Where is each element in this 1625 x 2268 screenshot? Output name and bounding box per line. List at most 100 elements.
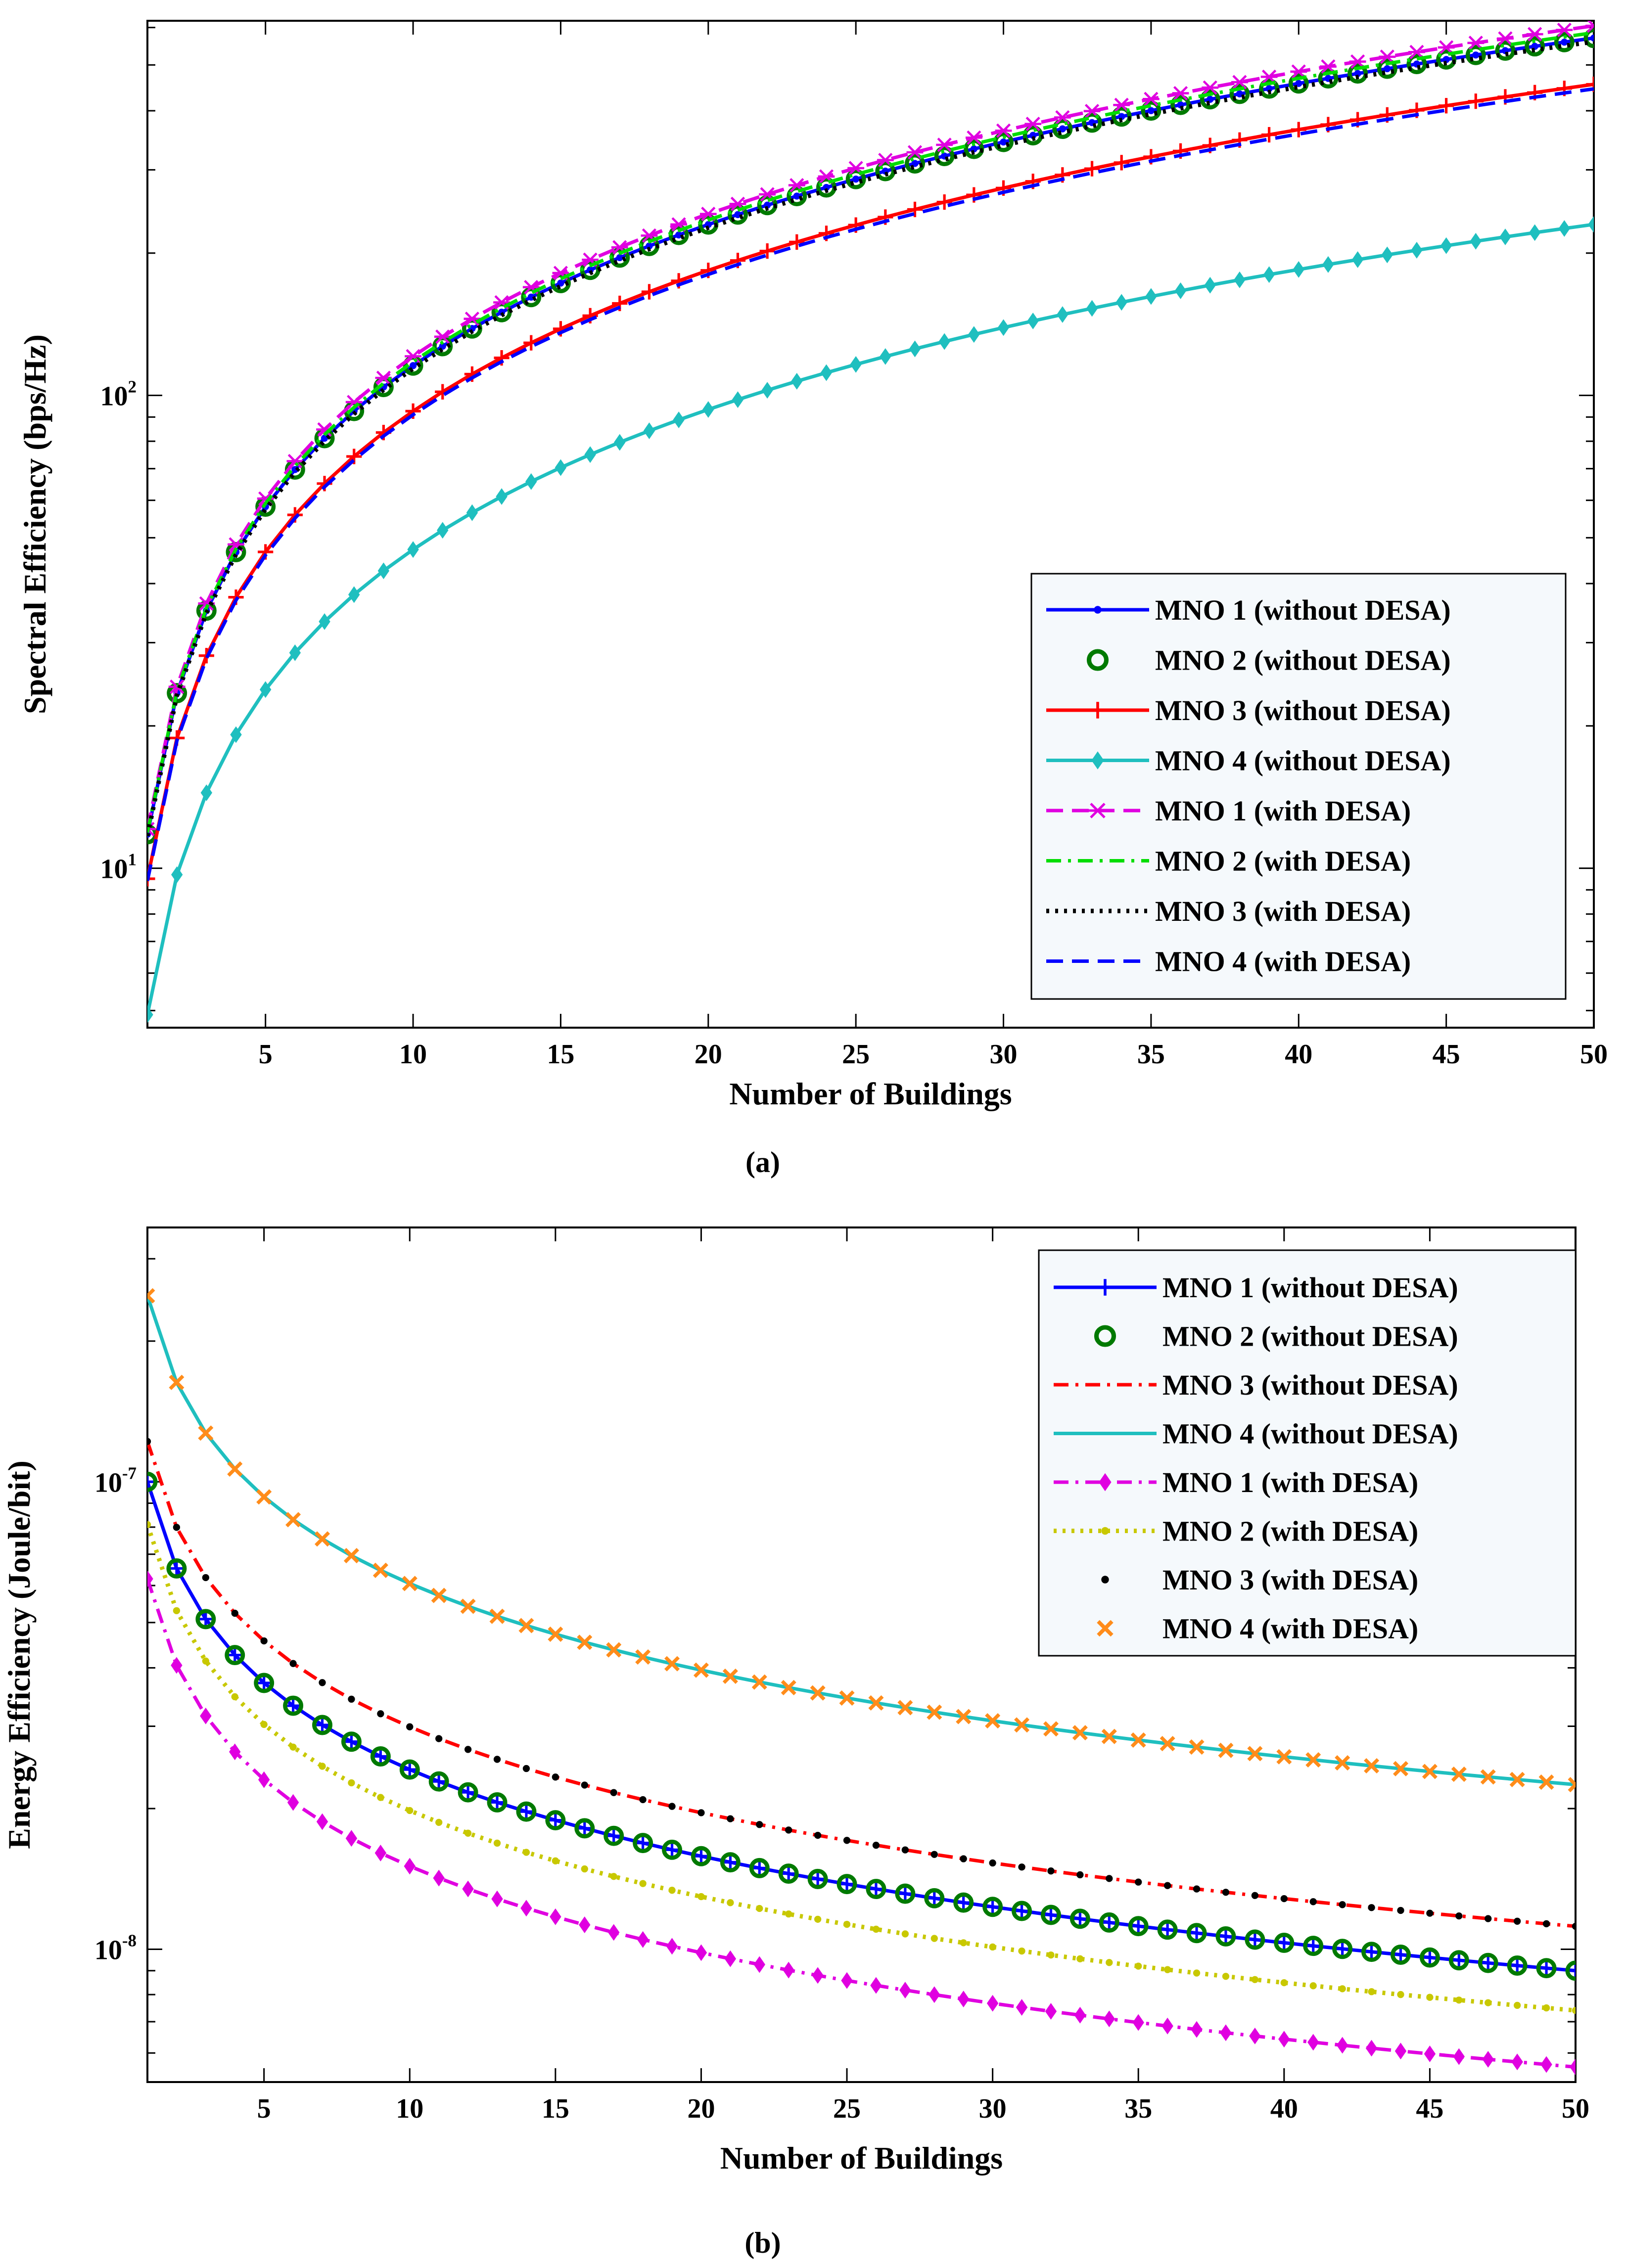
legend-marker-b-mno-1-with-desa — [1099, 1473, 1112, 1492]
data-point-b-mno-2-with-desa-21 — [727, 1899, 734, 1906]
y-axis-label-b: Energy Efficiency (Joule/bit) — [1, 1460, 37, 1849]
data-point-a-mno-2-without-desa-2 — [167, 683, 187, 704]
data-point-b-mno-3-with-desa-16 — [581, 1781, 588, 1789]
y-tick-label-b--8: 10-8 — [94, 1931, 137, 1966]
data-point-a-mno-3-without-desa-45 — [1439, 98, 1454, 114]
data-point-a-mno-3-without-desa-33 — [1084, 161, 1100, 177]
data-point-a-mno-4-without-desa-31 — [1027, 313, 1039, 329]
data-point-a-mno-3-without-desa-28 — [936, 194, 952, 210]
data-point-a-mno-3-without-desa-34 — [1114, 155, 1129, 171]
data-point-b-mno-2-with-desa-12 — [464, 1829, 472, 1837]
data-point-b-mno-2-with-desa-27 — [901, 1930, 909, 1938]
data-point-b-mno-2-with-desa-17 — [610, 1873, 617, 1880]
data-point-b-mno-2-without-desa-29 — [953, 1892, 974, 1913]
data-point-b-mno-1-with-desa-11 — [433, 1869, 445, 1887]
data-point-b-mno-4-with-desa-35 — [1130, 1732, 1146, 1748]
data-point-b-mno-1-with-desa-19 — [666, 1938, 678, 1955]
series-b-mno-3-with-desa — [147, 1438, 1576, 1930]
data-point-b-mno-2-with-desa-19 — [668, 1887, 676, 1894]
data-point-a-mno-4-without-desa-41 — [1322, 256, 1334, 273]
data-point-b-mno-3-with-desa-45 — [1426, 1909, 1434, 1917]
data-point-b-mno-2-without-desa-11 — [428, 1771, 449, 1792]
data-point-a-mno-2-without-desa-47 — [1495, 40, 1516, 61]
data-point-a-mno-2-without-desa-44 — [1406, 54, 1427, 74]
data-point-a-mno-4-without-desa-9 — [377, 562, 390, 580]
data-point-b-mno-2-with-desa-38 — [1222, 1973, 1230, 1980]
y-tick-label-a-1: 101 — [100, 850, 137, 885]
data-point-a-mno-2-without-desa-23 — [787, 186, 807, 206]
data-point-b-mno-3-with-desa-9 — [377, 1710, 384, 1718]
data-point-b-mno-2-without-desa-24 — [807, 1868, 828, 1889]
data-point-b-mno-1-with-desa-12 — [462, 1880, 474, 1898]
data-point-a-mno-4-without-desa-43 — [1381, 246, 1393, 264]
data-point-b-mno-3-with-desa-39 — [1251, 1892, 1259, 1899]
data-point-b-mno-1-with-desa-50 — [1570, 2058, 1576, 2076]
legend-marker-a-mno-2-without-desa — [1086, 649, 1109, 671]
legend-box-b — [1038, 1249, 1577, 1657]
data-point-b-mno-1-without-desa-11 — [431, 1773, 447, 1789]
data-point-b-mno-1-with-desa-4 — [229, 1743, 241, 1761]
data-point-b-mno-4-with-desa-41 — [1305, 1752, 1321, 1768]
data-point-b-mno-4-with-desa-25 — [839, 1690, 855, 1706]
data-point-b-mno-4-with-desa-12 — [460, 1598, 476, 1614]
data-point-a-mno-1-with-desa-47 — [1497, 31, 1514, 46]
data-point-b-mno-1-with-desa-29 — [958, 1991, 970, 2008]
data-point-a-mno-3-without-desa-18 — [641, 284, 657, 300]
data-point-b-mno-3-with-desa-20 — [697, 1809, 705, 1816]
data-point-b-mno-2-without-desa-9 — [370, 1746, 391, 1767]
data-point-b-mno-1-with-desa-39 — [1249, 2027, 1261, 2044]
data-point-a-mno-4-without-desa-40 — [1293, 261, 1304, 278]
data-point-b-mno-1-without-desa-37 — [1189, 1925, 1205, 1941]
series-b-mno-2-with-desa — [147, 1521, 1576, 2014]
data-point-b-mno-2-with-desa-40 — [1280, 1979, 1288, 1987]
data-point-b-mno-4-with-desa-50 — [1568, 1777, 1576, 1793]
data-point-a-mno-4-without-desa-19 — [673, 411, 685, 428]
data-point-b-mno-2-with-desa-50 — [1572, 2007, 1576, 2014]
data-point-b-mno-2-without-desa-35 — [1128, 1916, 1149, 1937]
data-point-b-mno-2-without-desa-46 — [1448, 1950, 1469, 1971]
data-point-b-mno-3-with-desa-10 — [406, 1723, 414, 1730]
data-point-b-mno-1-without-desa-23 — [781, 1865, 796, 1882]
data-point-a-mno-1-without-desa-39 — [1265, 85, 1273, 92]
data-point-b-mno-2-without-desa-33 — [1069, 1908, 1090, 1929]
data-point-b-mno-2-without-desa-20 — [691, 1846, 711, 1866]
data-point-b-mno-2-with-desa-35 — [1135, 1962, 1142, 1970]
data-point-b-mno-3-with-desa-48 — [1514, 1917, 1521, 1925]
data-point-a-mno-4-without-desa-24 — [820, 364, 833, 381]
data-point-b-mno-2-with-desa-18 — [639, 1880, 647, 1887]
data-point-b-mno-1-with-desa-43 — [1365, 2040, 1378, 2057]
data-point-b-mno-2-without-desa-34 — [1099, 1912, 1119, 1933]
x-tick-label-b-5: 5 — [257, 2093, 271, 2124]
data-point-b-mno-1-without-desa-32 — [1043, 1907, 1059, 1923]
x-tick-label-b-30: 30 — [979, 2093, 1007, 2124]
x-tick-label-a-45: 45 — [1433, 1039, 1460, 1070]
x-tick-label-b-25: 25 — [833, 2093, 861, 2124]
data-point-a-mno-1-without-desa-35 — [1147, 107, 1155, 114]
data-point-b-mno-3-with-desa-19 — [668, 1803, 676, 1810]
data-point-b-mno-2-without-desa-36 — [1157, 1919, 1178, 1940]
series-line-b-mno-4-without-desa — [147, 1295, 1576, 1787]
data-point-a-mno-4-without-desa-36 — [1174, 282, 1187, 299]
data-point-b-mno-1-with-desa-8 — [345, 1830, 358, 1847]
legend-label-a-mno-1-with-desa: MNO 1 (with DESA) — [1155, 795, 1411, 827]
legend-item-a-mno-3-with-desa: MNO 3 (with DESA) — [1046, 895, 1411, 927]
data-point-b-mno-2-without-desa-31 — [1012, 1901, 1032, 1921]
data-point-b-mno-2-without-desa-43 — [1361, 1942, 1382, 1962]
data-point-b-mno-4-with-desa-22 — [751, 1674, 767, 1690]
legend-item-b-mno-2-with-desa: MNO 2 (with DESA) — [1054, 1515, 1418, 1547]
data-point-a-mno-2-without-desa-37 — [1200, 89, 1220, 110]
data-point-b-mno-1-without-desa-36 — [1160, 1922, 1175, 1938]
data-point-b-mno-4-with-desa-29 — [956, 1709, 972, 1724]
data-point-b-mno-1-with-desa-7 — [316, 1813, 328, 1830]
data-point-b-mno-3-with-desa-11 — [435, 1735, 443, 1742]
data-point-b-mno-2-without-desa-49 — [1536, 1958, 1557, 1979]
data-point-b-mno-3-with-desa-33 — [1076, 1871, 1084, 1879]
data-point-a-mno-4-without-desa-49 — [1558, 220, 1571, 237]
x-tick-label-a-25: 25 — [842, 1039, 870, 1070]
data-point-b-mno-4-with-desa-23 — [781, 1679, 796, 1695]
data-point-a-mno-2-without-desa-46 — [1465, 45, 1486, 65]
data-point-b-mno-3-with-desa-14 — [522, 1765, 530, 1772]
data-point-b-mno-1-with-desa-10 — [404, 1858, 416, 1875]
data-point-b-mno-1-with-desa-15 — [550, 1908, 561, 1925]
data-point-b-mno-4-with-desa-5 — [256, 1489, 272, 1505]
